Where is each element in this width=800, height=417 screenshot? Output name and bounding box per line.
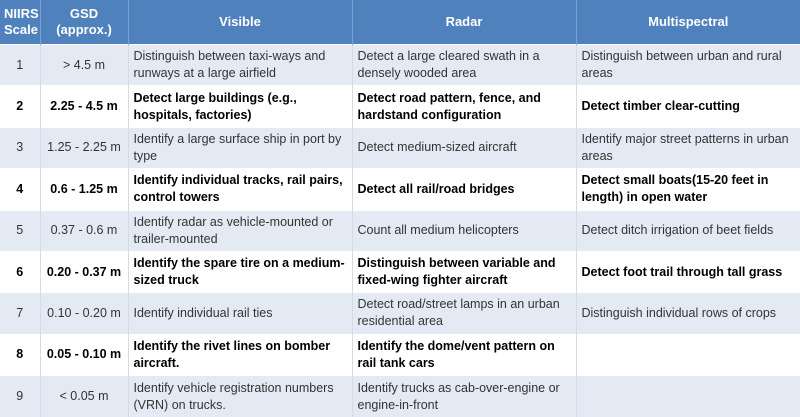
cell-multispectral: Distinguish individual rows of crops	[576, 292, 800, 335]
cell-gsd: 1.25 - 2.25 m	[40, 126, 129, 169]
cell-gsd: < 0.05 m	[40, 375, 129, 417]
cell-visible: Identify the rivet lines on bomber aircr…	[128, 333, 353, 376]
table-row: 5 0.37 - 0.6 m Identify radar as vehicle…	[0, 209, 800, 252]
cell-multispectral	[576, 375, 800, 417]
cell-gsd: 0.10 - 0.20 m	[40, 292, 129, 335]
cell-scale: 4	[0, 168, 41, 210]
cell-visible: Detect large buildings (e.g., hospitals,…	[128, 85, 353, 128]
table-row: 7 0.10 - 0.20 m Identify individual rail…	[0, 292, 800, 335]
header-visible: Visible	[128, 0, 353, 45]
cell-gsd: 2.25 - 4.5 m	[40, 85, 129, 128]
table-row: 1 > 4.5 m Distinguish between taxi-ways …	[0, 43, 800, 86]
cell-gsd: 0.05 - 0.10 m	[40, 333, 129, 376]
cell-radar: Identify the dome/vent pattern on rail t…	[352, 333, 577, 376]
cell-radar: Detect all rail/road bridges	[352, 168, 577, 210]
cell-visible: Identify individual tracks, rail pairs, …	[128, 168, 353, 210]
cell-radar: Detect a large cleared swath in a densel…	[352, 43, 577, 86]
cell-radar: Identify trucks as cab-over-engine or en…	[352, 375, 577, 417]
cell-radar: Distinguish between variable and fixed-w…	[352, 250, 577, 293]
cell-scale: 8	[0, 333, 41, 376]
cell-radar: Detect road/street lamps in an urban res…	[352, 292, 577, 335]
cell-radar: Detect road pattern, fence, and hardstan…	[352, 85, 577, 128]
cell-gsd: 0.20 - 0.37 m	[40, 250, 129, 293]
cell-multispectral: Detect timber clear-cutting	[576, 85, 800, 128]
header-scale: NIIRS Scale	[0, 0, 41, 45]
cell-gsd: > 4.5 m	[40, 43, 129, 86]
cell-scale: 5	[0, 209, 41, 252]
cell-multispectral: Identify major street patterns in urban …	[576, 126, 800, 169]
cell-radar: Count all medium helicopters	[352, 209, 577, 252]
cell-scale: 9	[0, 375, 41, 417]
table-header: NIIRS Scale GSD (approx.) Visible Radar …	[0, 0, 800, 45]
cell-visible: Identify individual rail ties	[128, 292, 353, 335]
cell-multispectral: Distinguish between urban and rural area…	[576, 43, 800, 86]
cell-multispectral: Detect foot trail through tall grass	[576, 250, 800, 293]
cell-visible: Distinguish between taxi-ways and runway…	[128, 43, 353, 86]
cell-gsd: 0.6 - 1.25 m	[40, 168, 129, 210]
table-row: 8 0.05 - 0.10 m Identify the rivet lines…	[0, 333, 800, 376]
cell-visible: Identify vehicle registration numbers (V…	[128, 375, 353, 417]
table-row: 9 < 0.05 m Identify vehicle registration…	[0, 375, 800, 417]
table-body: 1 > 4.5 m Distinguish between taxi-ways …	[0, 43, 800, 417]
header-row: NIIRS Scale GSD (approx.) Visible Radar …	[0, 0, 800, 45]
cell-radar: Detect medium-sized aircraft	[352, 126, 577, 169]
cell-scale: 6	[0, 250, 41, 293]
cell-multispectral: Detect ditch irrigation of beet fields	[576, 209, 800, 252]
header-multispectral: Multispectral	[576, 0, 800, 45]
cell-scale: 2	[0, 85, 41, 128]
cell-gsd: 0.37 - 0.6 m	[40, 209, 129, 252]
cell-scale: 3	[0, 126, 41, 169]
cell-visible: Identify a large surface ship in port by…	[128, 126, 353, 169]
cell-multispectral: Detect small boats(15-20 feet in length)…	[576, 168, 800, 210]
header-gsd: GSD (approx.)	[40, 0, 129, 45]
cell-visible: Identify radar as vehicle-mounted or tra…	[128, 209, 353, 252]
header-radar: Radar	[352, 0, 577, 45]
table-row: 6 0.20 - 0.37 m Identify the spare tire …	[0, 250, 800, 293]
cell-visible: Identify the spare tire on a medium-size…	[128, 250, 353, 293]
cell-scale: 1	[0, 43, 41, 86]
cell-scale: 7	[0, 292, 41, 335]
table-row: 4 0.6 - 1.25 m Identify individual track…	[0, 168, 800, 210]
cell-multispectral	[576, 333, 800, 376]
table-row: 3 1.25 - 2.25 m Identify a large surface…	[0, 126, 800, 169]
table-row: 2 2.25 - 4.5 m Detect large buildings (e…	[0, 85, 800, 128]
